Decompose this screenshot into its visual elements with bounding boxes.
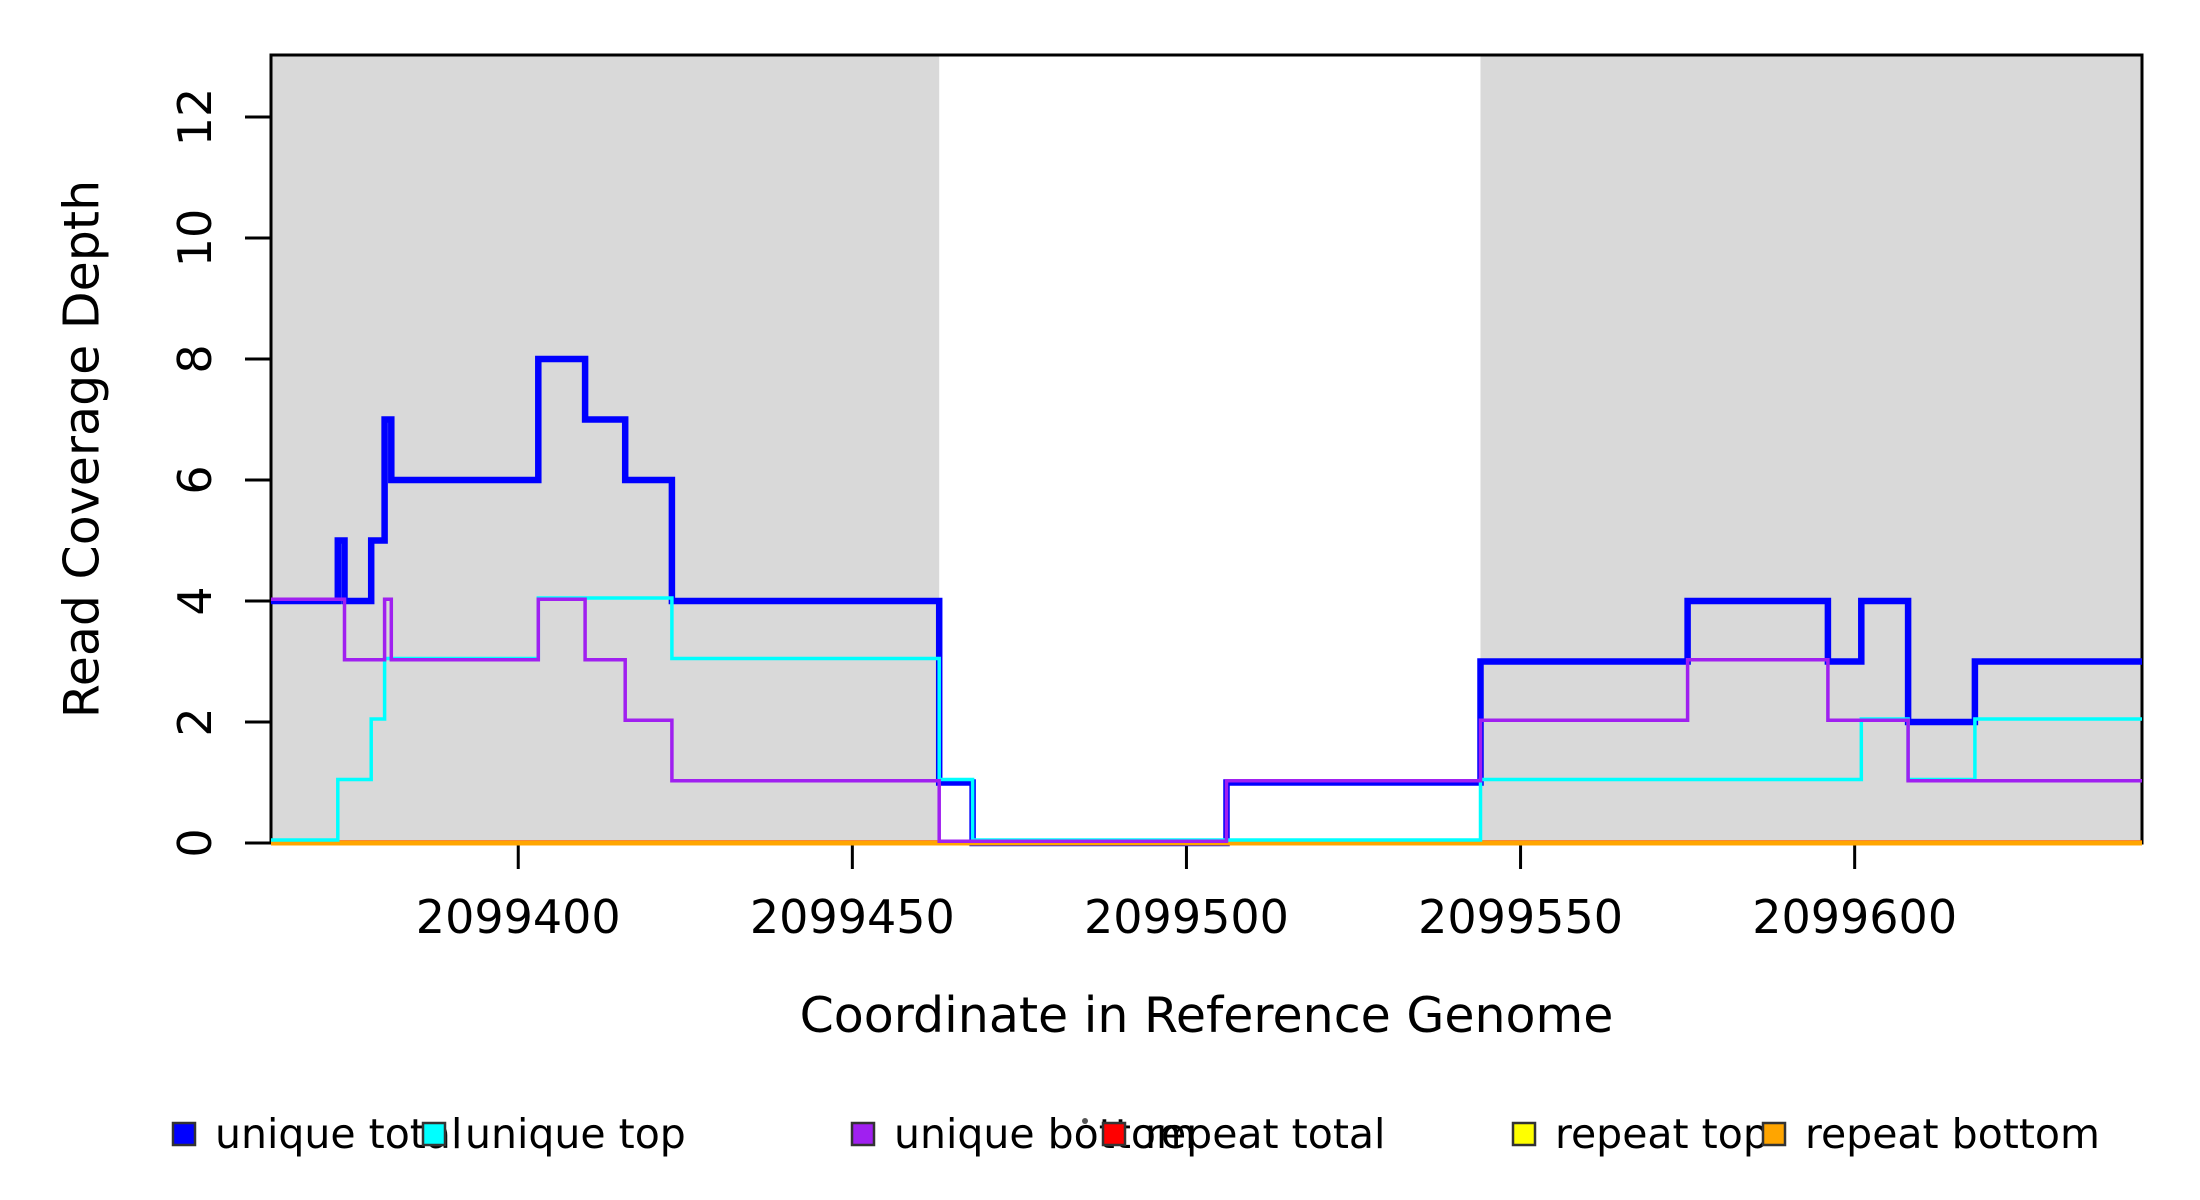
y-axis-title: Read Coverage Depth bbox=[54, 180, 111, 718]
legend-item-repeat-top: repeat top bbox=[1511, 1110, 1769, 1158]
y-axis: 0 2 4 6 8 10 12 Read Coverage Depth bbox=[54, 88, 271, 858]
x-axis: 2099400 2099450 2099500 2099550 2099600 Coord… bbox=[416, 843, 1957, 1044]
legend-item-repeat-bottom: repeat bottom bbox=[1761, 1110, 2100, 1158]
x-tick-label: 2099550 bbox=[1418, 890, 1623, 944]
series-line-unique-bottom bbox=[271, 597, 2142, 843]
x-tick-label: 2099400 bbox=[416, 890, 621, 944]
stray-dot bbox=[1082, 1118, 1088, 1124]
y-tick-label: 8 bbox=[168, 344, 222, 373]
x-tick-label: 2099500 bbox=[1084, 890, 1289, 944]
legend-label: unique bottom bbox=[894, 1110, 1196, 1158]
legend-swatch bbox=[850, 1121, 876, 1147]
legend-item-unique-top: unique top bbox=[421, 1110, 686, 1158]
legend-item-repeat-total: repeat total bbox=[1101, 1110, 1385, 1158]
y-tick-label: 6 bbox=[168, 465, 222, 494]
x-tick-label: 2099450 bbox=[750, 890, 955, 944]
legend-swatch bbox=[421, 1121, 447, 1147]
shaded-regions bbox=[271, 55, 2142, 843]
legend-label: repeat bottom bbox=[1805, 1110, 2100, 1158]
legend-label: unique top bbox=[465, 1110, 686, 1158]
y-tick-label: 4 bbox=[168, 586, 222, 615]
legend-label: repeat top bbox=[1555, 1110, 1769, 1158]
series-lines bbox=[271, 355, 2142, 847]
x-axis-title: Coordinate in Reference Genome bbox=[800, 987, 1614, 1044]
legend-label: unique total bbox=[215, 1110, 462, 1158]
legend-swatch bbox=[171, 1121, 197, 1147]
y-tick-label: 12 bbox=[168, 88, 222, 147]
legend: unique total unique top unique bottomrepea… bbox=[171, 1110, 2100, 1158]
legend-swatch bbox=[1101, 1121, 1127, 1147]
x-tick-label: 2099600 bbox=[1752, 890, 1957, 944]
repeat-region-shading bbox=[1480, 55, 2142, 843]
legend-label: repeat total bbox=[1145, 1110, 1385, 1158]
legend-swatch bbox=[1511, 1121, 1537, 1147]
y-tick-label: 0 bbox=[168, 828, 222, 857]
y-tick-label: 10 bbox=[168, 209, 222, 268]
series-line-unique-total bbox=[271, 355, 2142, 847]
legend-item-unique-bottom: unique bottom bbox=[850, 1110, 1196, 1158]
legend-item-unique-total: unique total bbox=[171, 1110, 462, 1158]
y-tick-label: 2 bbox=[168, 707, 222, 736]
legend-swatch bbox=[1761, 1121, 1787, 1147]
